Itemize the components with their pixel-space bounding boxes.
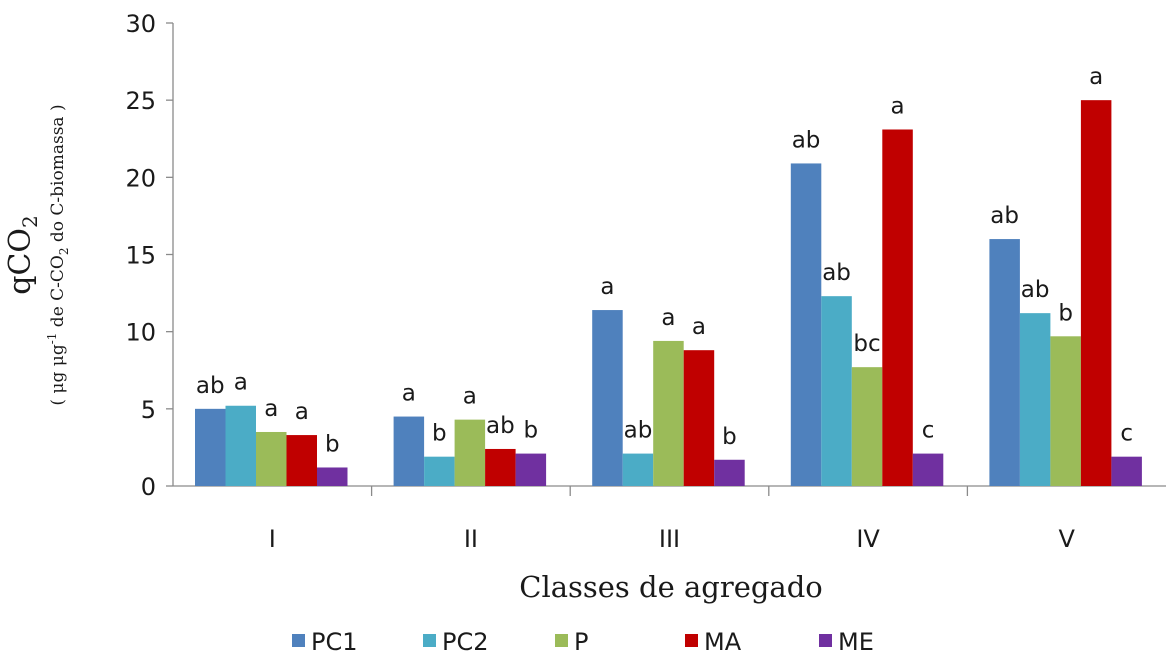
legend-item-p: P [555,628,588,656]
bar-p-iv [851,367,883,486]
bar-me-iv [912,453,944,486]
legend-swatch [423,634,436,647]
bar-me-v [1111,456,1142,486]
x-axis: I II III IV V [173,485,1166,553]
legend-label: PC2 [442,628,489,656]
bar-data-label: a [264,396,278,422]
y-tick-label: 25 [125,87,156,115]
x-tick-label: IV [856,525,880,553]
x-tick-label: III [659,525,680,553]
bar-ma-iv [882,129,913,487]
bar-pc1-iii [592,310,623,486]
bar-ma-v [1080,100,1112,487]
y-tick-label: 30 [125,10,156,38]
svg-text:qCO2: qCO2 [3,215,42,295]
legend-item-pc1: PC1 [292,628,358,656]
legend-label: P [574,628,588,656]
legend-swatch [555,634,568,647]
y-axis-title-main-sub: 2 [18,215,42,228]
bar-pc2-i [225,405,256,486]
bars [195,100,1142,487]
bar-data-label: ab [1021,277,1050,303]
bar-ma-ii [485,448,516,486]
x-tick-label: II [464,525,478,553]
y-axis-title-main: qCO [3,228,38,295]
x-tick-label: I [269,525,276,553]
bar-data-label: b [1058,300,1073,326]
bar-data-label: a [295,399,309,425]
bar-data-label: ab [624,418,653,444]
y-axis-title: qCO2 [3,215,42,295]
bar-data-label: a [692,314,706,340]
bar-data-label: b [722,424,737,450]
bar-data-label: b [524,418,539,444]
bar-pc2-iv [821,296,852,486]
y-axis-unit-sup: -1 [45,333,59,345]
bar-p-iii [653,340,684,486]
legend-label: PC1 [311,628,358,656]
bar-me-iii [714,459,745,486]
bar-me-ii [515,453,547,486]
y-tick-label: 15 [125,242,156,270]
y-axis-unit-sub: 2 [57,248,71,256]
y-axis-unit: ( μg μg-1 de C-CO2 do C-biomassa ) [45,104,71,405]
y-axis-unit-end: do C-biomassa ) [48,104,68,247]
bar-data-label: a [661,305,675,331]
bar-data-label: a [463,384,477,410]
legend: PC1 PC2 P MA ME [292,628,874,656]
bar-p-i [256,431,287,486]
svg-text:( μg μg-1 de C-CO2 do C-biomas: ( μg μg-1 de C-CO2 do C-biomassa ) [45,104,71,405]
y-tick-label: 20 [125,164,156,192]
bar-data-label: ab [822,260,851,286]
bar-pc2-ii [424,456,455,486]
bar-ma-iii [683,350,715,486]
x-tick-label: V [1058,525,1075,553]
y-tick-label: 0 [141,473,156,501]
x-axis-title: Classes de agregado [519,570,822,604]
bar-data-label: b [325,431,340,457]
bar-data-label: a [1089,64,1103,90]
bar-pc2-iii [622,453,654,486]
legend-swatch [819,634,832,647]
bar-data-label: a [234,370,248,396]
bar-data-label: a [402,381,416,407]
bar-ma-i [286,435,317,486]
y-axis: 0 5 10 15 20 25 30 [125,10,174,501]
bar-data-label: ab [990,203,1019,229]
bar-pc1-i [195,408,226,486]
bar-p-ii [454,419,486,486]
bar-data-label: b [432,421,447,447]
y-axis-unit-mu: μg μg [48,344,68,393]
bar-data-label: a [600,274,614,300]
legend-item-me: ME [819,628,874,656]
legend-label: ME [838,628,874,656]
bar-data-label: a [890,93,904,119]
bar-data-label: ab [196,373,225,399]
bar-data-label: c [922,418,935,444]
bar-pc1-v [989,239,1020,486]
y-tick-label: 5 [141,396,156,424]
bar-data-label: c [1120,421,1133,447]
bar-me-i [317,467,348,486]
y-tick-label: 10 [125,319,156,347]
bar-data-label: bc [853,331,880,357]
bar-pc1-ii [393,416,425,486]
bar-p-v [1050,336,1081,486]
bar-pc1-iv [790,163,822,486]
bar-data-label: ab [486,413,515,439]
y-axis-unit-mid: de C-CO [48,255,68,332]
legend-swatch [685,634,698,647]
bar-pc2-v [1019,313,1051,486]
bar-data-label: ab [792,127,821,153]
legend-label: MA [704,628,742,656]
legend-swatch [292,634,305,647]
y-axis-unit-open: ( [48,394,68,406]
legend-item-ma: MA [685,628,742,656]
legend-item-pc2: PC2 [423,628,489,656]
